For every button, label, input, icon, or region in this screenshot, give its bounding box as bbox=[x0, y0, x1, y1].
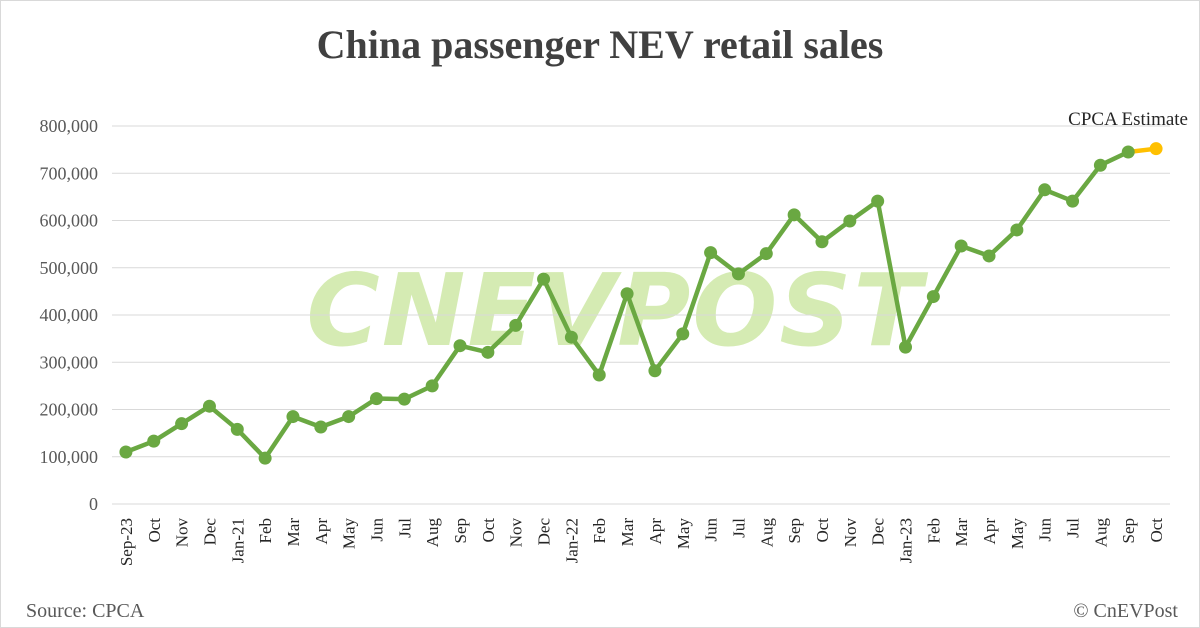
data-point bbox=[592, 368, 606, 382]
data-point bbox=[982, 249, 996, 263]
data-point bbox=[1010, 223, 1024, 237]
x-tick-label: Oct bbox=[145, 518, 164, 543]
x-tick-label: Nov bbox=[841, 518, 860, 548]
source-note: Source: CPCA bbox=[26, 600, 145, 622]
data-point bbox=[258, 451, 272, 465]
data-point bbox=[481, 345, 495, 359]
x-tick-label: Nov bbox=[173, 518, 192, 548]
x-tick-label: Apr bbox=[646, 518, 665, 545]
x-tick-label: Sep-23 bbox=[117, 518, 136, 566]
data-point bbox=[759, 247, 773, 261]
x-tick-label: Mar bbox=[284, 518, 303, 547]
data-point bbox=[787, 208, 801, 222]
data-point bbox=[704, 246, 718, 260]
x-tick-label: Jun bbox=[1036, 518, 1055, 542]
data-point bbox=[230, 422, 244, 436]
chart-title: China passenger NEV retail sales bbox=[317, 22, 884, 67]
x-tick-label: May bbox=[340, 518, 359, 550]
data-points bbox=[119, 142, 1163, 465]
data-point bbox=[537, 272, 551, 286]
x-tick-label: Feb bbox=[924, 518, 943, 544]
data-point bbox=[1038, 183, 1052, 197]
x-tick-label: Jul bbox=[395, 518, 414, 538]
grid-lines bbox=[112, 125, 1170, 505]
y-tick-label: 100,000 bbox=[40, 447, 99, 467]
data-point bbox=[843, 214, 857, 228]
y-tick-label: 700,000 bbox=[40, 163, 99, 183]
data-point bbox=[926, 290, 940, 304]
x-axis-ticks: Sep-23 Oct Nov Dec Jan-21 Feb Mar Apr May Jun Jul A… bbox=[117, 518, 1166, 567]
y-tick-label: 600,000 bbox=[40, 211, 99, 231]
data-point bbox=[899, 340, 912, 354]
data-point bbox=[564, 330, 578, 344]
x-tick-label: Sep bbox=[451, 518, 470, 544]
data-point bbox=[342, 410, 356, 424]
estimate-annotation: CPCA Estimate bbox=[1068, 109, 1188, 130]
x-tick-label: Jan-21 bbox=[228, 518, 247, 563]
copyright-note: © CnEVPost bbox=[1073, 600, 1178, 622]
y-tick-label: 300,000 bbox=[40, 352, 99, 372]
x-tick-label: Oct bbox=[1147, 518, 1166, 543]
y-tick-label: 400,000 bbox=[40, 305, 99, 325]
x-tick-label: Nov bbox=[507, 518, 526, 548]
x-tick-label: Jul bbox=[1064, 518, 1083, 538]
y-tick-label: 800,000 bbox=[40, 116, 99, 136]
y-tick-label: 200,000 bbox=[40, 400, 99, 420]
x-tick-label: Jan-23 bbox=[897, 518, 916, 563]
x-tick-label: Jan-22 bbox=[562, 518, 581, 563]
data-point bbox=[1121, 145, 1135, 159]
estimate-point bbox=[1149, 142, 1163, 156]
x-tick-label: May bbox=[1008, 518, 1027, 550]
x-tick-label: Feb bbox=[256, 518, 275, 544]
x-tick-label: Mar bbox=[952, 518, 971, 547]
data-point bbox=[202, 399, 216, 413]
x-tick-label: Aug bbox=[1091, 518, 1110, 548]
x-tick-label: Sep bbox=[785, 518, 804, 544]
data-point bbox=[648, 364, 662, 378]
data-point bbox=[1066, 194, 1080, 208]
x-tick-label: Dec bbox=[869, 518, 888, 546]
data-point bbox=[871, 194, 885, 208]
y-tick-label: 500,000 bbox=[40, 258, 99, 278]
data-point bbox=[425, 379, 439, 393]
data-point bbox=[397, 392, 411, 406]
x-tick-label: Jun bbox=[702, 518, 721, 542]
x-tick-label: Dec bbox=[200, 518, 219, 546]
x-tick-label: Aug bbox=[757, 518, 776, 548]
data-point bbox=[954, 239, 968, 253]
data-point bbox=[509, 318, 523, 332]
y-axis-ticks: 0 100,000 200,000 300,000 400,000 500,000 600,… bbox=[40, 116, 99, 514]
x-tick-label: Oct bbox=[813, 518, 832, 543]
x-tick-label: Apr bbox=[312, 518, 331, 545]
x-tick-label: Oct bbox=[479, 518, 498, 543]
data-point bbox=[370, 392, 383, 406]
data-point bbox=[286, 410, 300, 424]
x-tick-label: Feb bbox=[590, 518, 609, 544]
data-point bbox=[119, 445, 133, 459]
data-point bbox=[676, 327, 690, 341]
data-point bbox=[1093, 158, 1107, 172]
data-point bbox=[175, 417, 189, 431]
data-point bbox=[453, 339, 467, 353]
y-tick-label: 0 bbox=[89, 494, 98, 514]
x-tick-label: Dec bbox=[535, 518, 554, 546]
x-tick-label: Jul bbox=[729, 518, 748, 538]
data-point bbox=[620, 287, 634, 301]
data-point bbox=[147, 434, 161, 448]
x-tick-label: May bbox=[674, 518, 693, 550]
data-point bbox=[731, 267, 745, 281]
x-tick-label: Sep bbox=[1119, 518, 1138, 544]
data-point bbox=[815, 235, 829, 249]
x-tick-label: Jun bbox=[368, 518, 387, 542]
x-tick-label: Mar bbox=[618, 518, 637, 547]
data-point bbox=[314, 420, 328, 434]
watermark: CNEVPOST bbox=[306, 252, 928, 369]
x-tick-label: Aug bbox=[423, 518, 442, 548]
x-tick-label: Apr bbox=[980, 518, 999, 545]
watermark-text: CNEVPOST bbox=[306, 252, 928, 369]
